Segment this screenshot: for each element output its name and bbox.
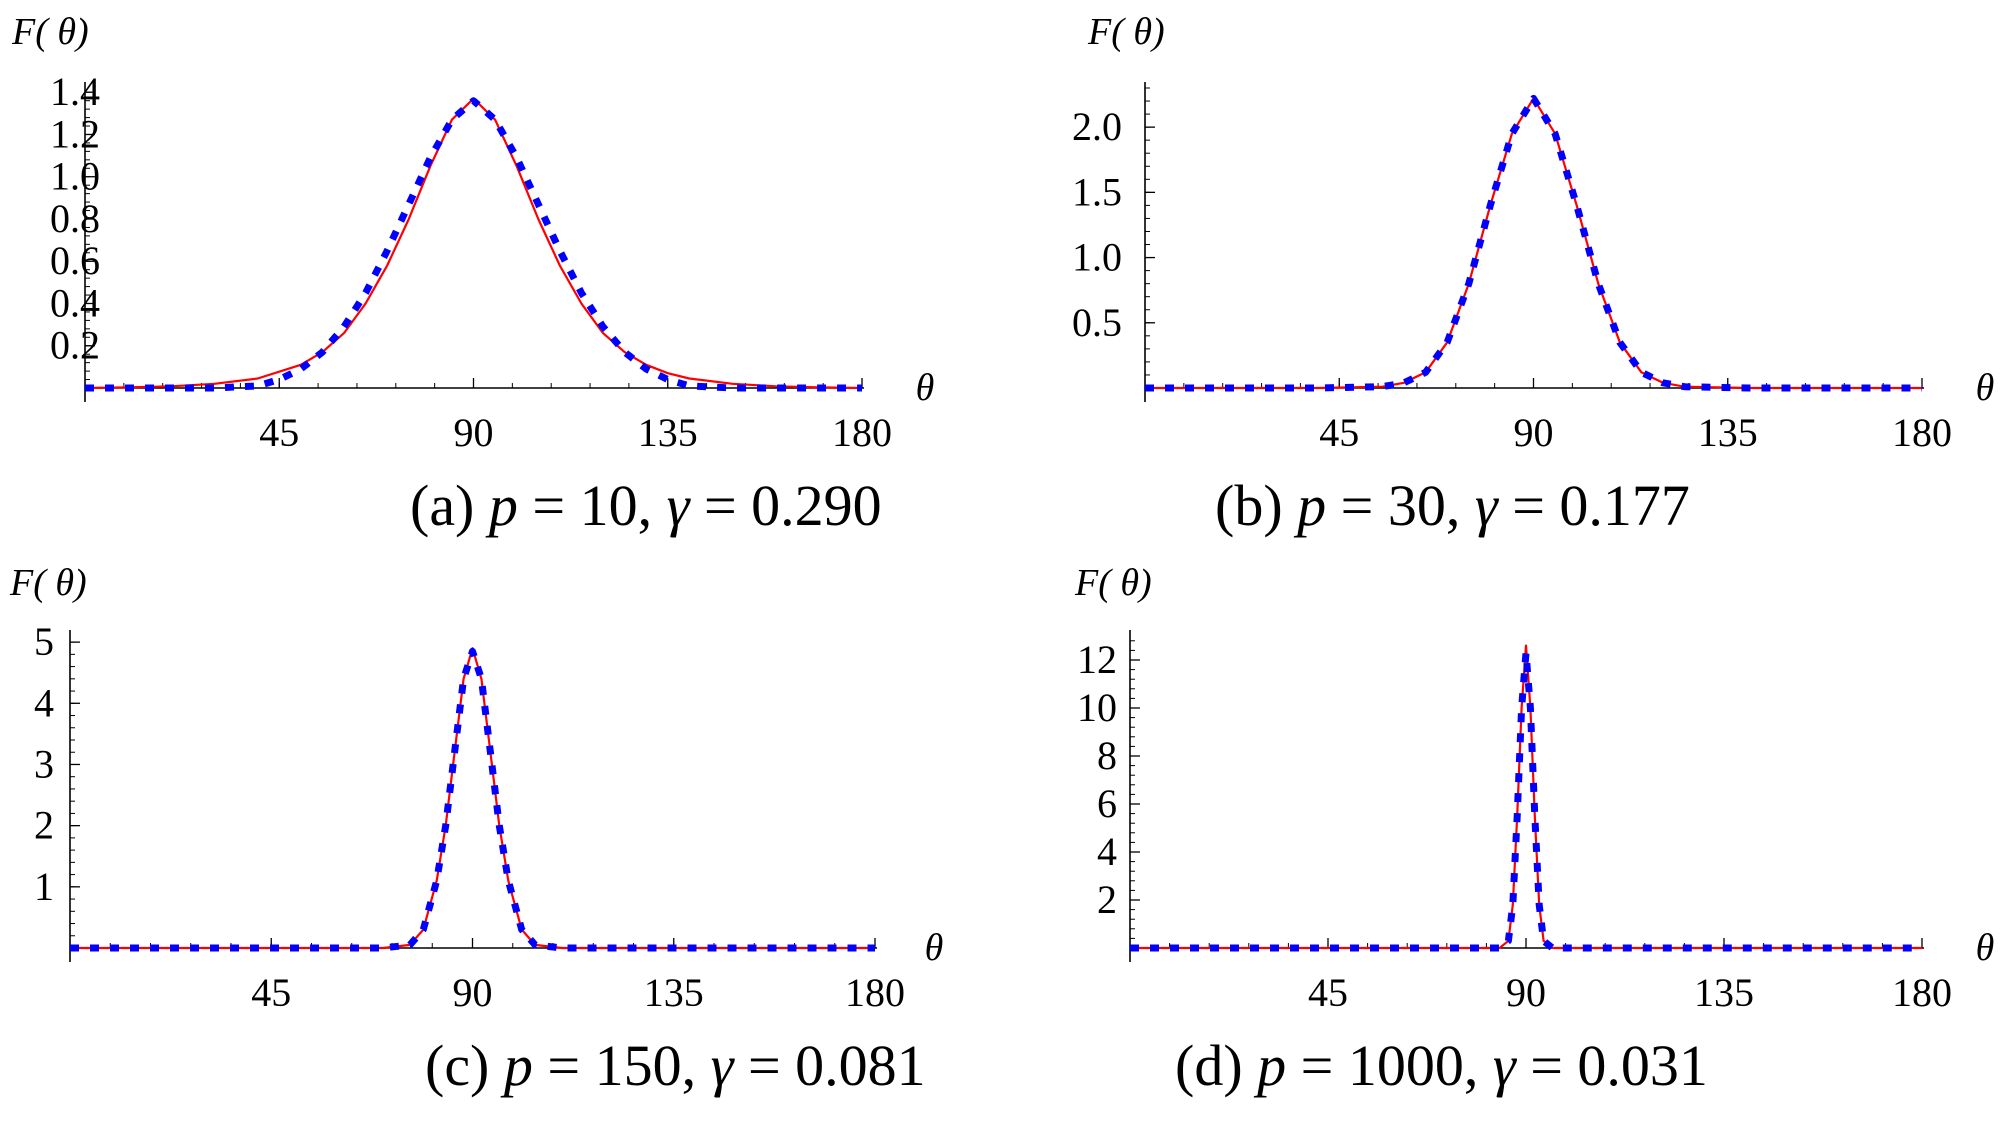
y-tick-label: 1 — [34, 864, 54, 909]
y-tick-label: 1.0 — [50, 154, 100, 199]
y-tick-label: 0.8 — [50, 196, 100, 241]
caption-gamma-value: = 0.177 — [1498, 473, 1690, 538]
y-axis-title: F( θ) — [9, 562, 87, 604]
x-axis-title: θ — [1976, 367, 1995, 409]
y-tick-label: 4 — [1097, 829, 1117, 874]
series-line-dashed — [1130, 649, 1922, 952]
caption-p-value: = 10, — [518, 473, 667, 538]
caption-p-symbol: p — [500, 1033, 533, 1098]
series-line-solid — [70, 647, 875, 950]
caption-gamma-value: = 0.081 — [733, 1033, 925, 1098]
caption-label: (c) — [425, 1033, 504, 1098]
y-tick-label: 2.0 — [1072, 104, 1122, 149]
caption-label: (b) — [1215, 473, 1297, 538]
x-axis-title: θ — [925, 927, 944, 969]
x-axis-title: θ — [1976, 927, 1995, 969]
caption-p-symbol: p — [485, 473, 518, 538]
panel-caption: (b) p = 30, γ = 0.177 — [1215, 473, 1690, 538]
chart-panel-b: 45 90 135 180 0.5 1.0 1.5 2.0 F( θ) θ (b) p = 30, … — [1072, 11, 1994, 538]
x-tick-label: 90 — [453, 970, 493, 1015]
x-tick-label: 135 — [644, 970, 704, 1015]
y-tick-label: 8 — [1097, 733, 1117, 778]
caption-label: (a) — [410, 473, 489, 538]
y-tick-label: 1.4 — [50, 69, 100, 114]
y-axis-title: F( θ) — [1087, 11, 1165, 53]
y-tick-label: 10 — [1077, 685, 1117, 730]
series-line-dashed — [1145, 94, 1922, 392]
x-tick-label: 45 — [259, 410, 299, 455]
x-tick-label: 180 — [1892, 410, 1952, 455]
y-axis-title: F( θ) — [1074, 562, 1152, 604]
y-tick-label: 0.6 — [50, 238, 100, 283]
series-line-solid — [1145, 97, 1922, 390]
y-tick-label: 1.2 — [50, 111, 100, 156]
caption-gamma-symbol: γ — [711, 1033, 736, 1098]
y-tick-label: 12 — [1077, 637, 1117, 682]
x-tick-label: 90 — [1506, 970, 1546, 1015]
caption-gamma-symbol: γ — [1493, 1033, 1518, 1098]
x-tick-label: 180 — [1892, 970, 1952, 1015]
x-tick-label: 180 — [832, 410, 892, 455]
y-tick-label: 5 — [34, 619, 54, 664]
caption-p-symbol: p — [1253, 1033, 1286, 1098]
x-tick-label: 135 — [1698, 410, 1758, 455]
y-axis-title: F( θ) — [11, 11, 89, 53]
x-axis-title: θ — [916, 367, 935, 409]
y-tick-label: 1.0 — [1072, 235, 1122, 280]
y-tick-label: 0.4 — [50, 280, 100, 325]
x-tick-label: 90 — [1514, 410, 1554, 455]
series-line-dashed — [85, 97, 862, 392]
caption-label: (d) — [1175, 1033, 1257, 1098]
caption-p-value: = 1000, — [1286, 1033, 1493, 1098]
caption-gamma-value: = 0.290 — [689, 473, 881, 538]
x-tick-label: 135 — [638, 410, 698, 455]
caption-gamma-symbol: γ — [667, 473, 692, 538]
x-tick-label: 180 — [845, 970, 905, 1015]
y-tick-label: 2 — [34, 803, 54, 848]
x-tick-label: 135 — [1694, 970, 1754, 1015]
panel-caption: (a) p = 10, γ = 0.290 — [410, 473, 882, 538]
x-tick-label: 45 — [1319, 410, 1359, 455]
panel-caption: (c) p = 150, γ = 0.081 — [425, 1033, 926, 1098]
caption-p-symbol: p — [1293, 473, 1326, 538]
y-tick-label: 6 — [1097, 781, 1117, 826]
chart-panel-a: 45 90 135 180 0.20.40.60.81.01.21.4 F( θ) θ (a)… — [11, 11, 934, 538]
y-tick-label: 2 — [1097, 877, 1117, 922]
series-line-solid — [84, 97, 863, 390]
y-tick-label: 4 — [34, 680, 54, 725]
x-tick-label: 45 — [1308, 970, 1348, 1015]
caption-gamma-symbol: γ — [1475, 473, 1500, 538]
panel-caption: (d) p = 1000, γ = 0.031 — [1175, 1033, 1708, 1098]
caption-p-value: = 30, — [1326, 473, 1475, 538]
y-tick-label: 0.2 — [50, 323, 100, 368]
caption-p-value: = 150, — [533, 1033, 711, 1098]
y-tick-label: 0.5 — [1072, 300, 1122, 345]
series-line-dashed — [70, 647, 875, 952]
x-tick-label: 90 — [454, 410, 494, 455]
y-tick-label: 3 — [34, 741, 54, 786]
y-tick-label: 1.5 — [1072, 169, 1122, 214]
caption-gamma-value: = 0.031 — [1516, 1033, 1708, 1098]
x-tick-label: 45 — [251, 970, 291, 1015]
